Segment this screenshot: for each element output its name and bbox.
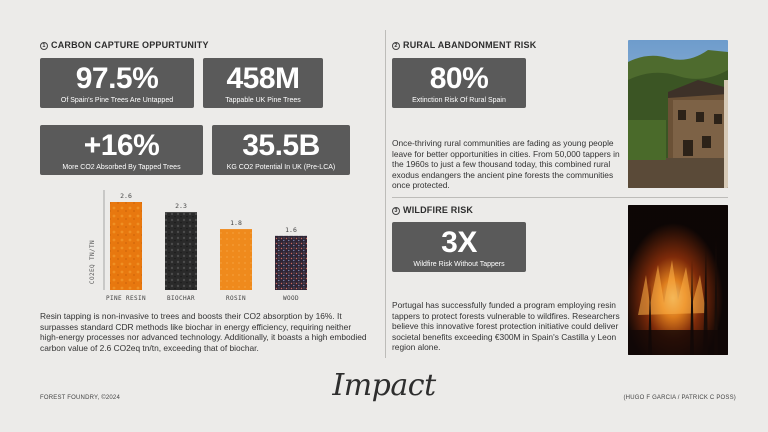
category-label: ROSIN xyxy=(226,295,246,302)
stat-tappable: 458M Tappable UK Pine Trees xyxy=(203,58,323,108)
stat-value: 80% xyxy=(429,62,489,95)
stat-extinction: 80% Extinction Risk Of Rural Spain xyxy=(392,58,526,108)
column-divider xyxy=(385,30,386,358)
stat-co2-absorbed: +16% More CO2 Absorbed By Tapped Trees xyxy=(40,125,203,175)
co2-bar-chart: CO2EQ TN/TN 2.6 PINE RESIN 2.3 BIOCHAR 1.8 RO… xyxy=(80,182,320,304)
stat-label: KG CO2 Potential In UK (Pre-LCA) xyxy=(226,164,336,171)
stat-label: Tappable UK Pine Trees xyxy=(225,97,301,104)
village-photo xyxy=(628,40,728,188)
section-number: 2 xyxy=(392,42,400,50)
stat-value: 97.5% xyxy=(75,62,159,95)
stat-value: 3X xyxy=(441,226,477,259)
stat-label: Of Spain's Pine Trees Are Untapped xyxy=(60,97,174,104)
bar-value-label: 2.3 xyxy=(175,202,187,210)
bar-pine-resin xyxy=(110,202,142,290)
stat-label: Extinction Risk Of Rural Spain xyxy=(412,97,506,104)
village-image xyxy=(628,40,728,188)
category-label: WOOD xyxy=(283,295,299,302)
stat-untapped: 97.5% Of Spain's Pine Trees Are Untapped xyxy=(40,58,194,108)
paragraph-wildfire: Portugal has successfully funded a progr… xyxy=(392,300,620,353)
paragraph-rural: Once-thriving rural communities are fadi… xyxy=(392,138,620,191)
section-divider xyxy=(392,197,728,198)
bar-wood xyxy=(275,235,307,290)
stat-co2-potential: 35.5B KG CO2 Potential In UK (Pre-LCA) xyxy=(212,125,350,175)
category-label: PINE RESIN xyxy=(106,295,146,302)
section-title-rural: 2 RURAL ABANDONMENT RISK xyxy=(392,40,536,50)
section-title-text: RURAL ABANDONMENT RISK xyxy=(403,40,537,50)
bar-value-label: 2.6 xyxy=(120,192,132,200)
wildfire-image xyxy=(628,205,728,355)
stat-label: Wildfire Risk Without Tappers xyxy=(413,261,505,268)
bar-rosin xyxy=(220,229,252,290)
category-label: BIOCHAR xyxy=(167,295,195,302)
footer-title: Impact xyxy=(332,368,436,403)
section-title-text: CARBON CAPTURE OPPURTUNITY xyxy=(51,40,209,50)
stat-wildfire: 3X Wildfire Risk Without Tappers xyxy=(392,222,526,272)
chart-svg: CO2EQ TN/TN 2.6 PINE RESIN 2.3 BIOCHAR 1.8 RO… xyxy=(89,190,307,302)
y-axis-label: CO2EQ TN/TN xyxy=(89,240,96,284)
section-number: 3 xyxy=(392,207,400,215)
bar-value-label: 1.6 xyxy=(285,226,297,234)
section-title-carbon: 1 CARBON CAPTURE OPPURTUNITY xyxy=(40,40,209,50)
paragraph-carbon: Resin tapping is non-invasive to trees a… xyxy=(40,311,367,353)
section-number: 1 xyxy=(40,42,48,50)
stat-value: 458M xyxy=(226,62,300,95)
footer-credit-right: (HUGO F GARCIA / PATRICK C POSS) xyxy=(623,395,736,401)
bar-value-label: 1.8 xyxy=(230,219,242,227)
stat-value: +16% xyxy=(83,129,160,162)
section-title-wildfire: 3 WILDFIRE RISK xyxy=(392,205,473,215)
footer-credit-left: FOREST FOUNDRY, ©2024 xyxy=(40,395,120,401)
stat-value: 35.5B xyxy=(242,129,320,162)
section-title-text: WILDFIRE RISK xyxy=(403,205,474,215)
bar-biochar xyxy=(165,212,197,290)
wildfire-photo xyxy=(628,205,728,355)
stat-label: More CO2 Absorbed By Tapped Trees xyxy=(62,164,181,171)
